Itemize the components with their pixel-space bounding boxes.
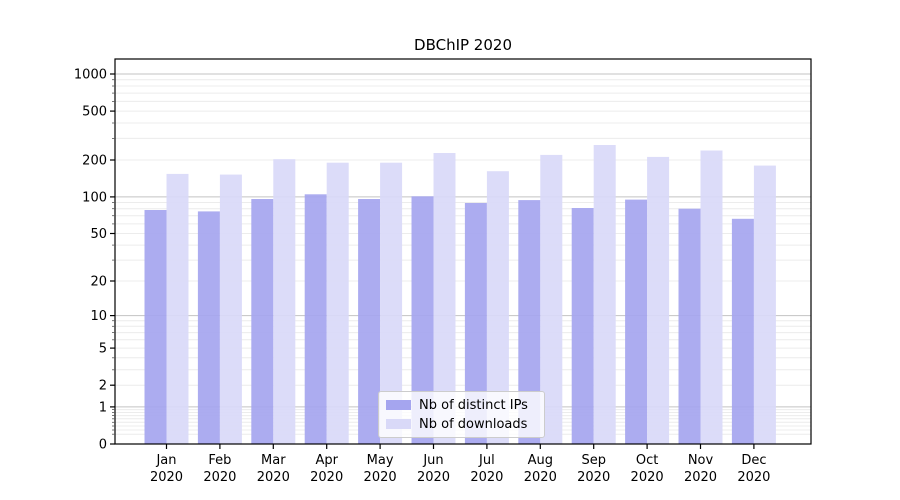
x-axis: Jan 2020 Feb 2020 Mar 2020 Apr 2020 May 2020 Jun 20…: [150, 444, 770, 485]
bar-downloads: [273, 159, 296, 444]
x-tick-label: Jun 2020: [417, 453, 450, 485]
bar-distinct-ips: [731, 218, 754, 444]
bar-downloads: [219, 174, 242, 444]
y-tick-label: 50: [90, 227, 107, 242]
y-tick-label: 500: [82, 105, 107, 120]
x-tick-label: Oct 2020: [631, 453, 664, 485]
bar-distinct-ips: [197, 211, 220, 444]
x-tick-label: Apr 2020: [310, 453, 343, 485]
bar-downloads: [753, 165, 776, 444]
bar-distinct-ips: [518, 200, 541, 444]
chart-title: DBChIP 2020: [414, 36, 512, 54]
legend-label-distinct-ips: Nb of distinct IPs: [419, 397, 528, 413]
bar-distinct-ips: [304, 194, 327, 444]
x-tick-label: Feb 2020: [203, 453, 236, 485]
legend-item-downloads: Nb of downloads: [379, 417, 544, 432]
y-tick-label: 0: [99, 438, 107, 453]
bar-distinct-ips: [144, 210, 167, 444]
bar-downloads: [700, 150, 723, 444]
y-tick-label: 2: [99, 379, 107, 394]
legend-item-distinct-ips: Nb of distinct IPs: [379, 398, 544, 413]
bar-distinct-ips: [251, 199, 274, 444]
x-tick-label: Jan 2020: [150, 453, 183, 485]
x-tick-label: Jul 2020: [470, 453, 503, 485]
bar-downloads: [166, 173, 189, 444]
y-tick-label: 5: [99, 342, 107, 357]
legend-swatch-distinct-ips: [386, 400, 411, 410]
bar-downloads: [433, 153, 456, 444]
bars: [144, 145, 776, 444]
bar-downloads: [647, 156, 670, 444]
x-tick-label: Dec 2020: [737, 453, 770, 485]
y-tick-label: 1: [99, 400, 107, 415]
y-axis: 0 1 2 5 10 20 50 100 200 500 1000: [74, 68, 115, 453]
x-tick-label: May 2020: [364, 453, 397, 485]
x-tick-label: Mar 2020: [257, 453, 290, 485]
bar-distinct-ips: [678, 208, 701, 444]
y-tick-label: 200: [82, 154, 107, 169]
x-tick-label: Nov 2020: [684, 453, 717, 485]
x-tick-label: Sep 2020: [577, 453, 610, 485]
bar-distinct-ips: [411, 196, 434, 444]
y-tick-label: 100: [82, 190, 107, 205]
bar-distinct-ips: [571, 208, 594, 444]
y-tick-label: 10: [90, 309, 107, 324]
legend-swatch-downloads: [386, 419, 411, 429]
bar-downloads: [593, 145, 616, 444]
bar-downloads: [380, 162, 403, 444]
bar-downloads: [486, 171, 509, 444]
bar-distinct-ips: [625, 199, 648, 444]
bar-downloads: [326, 162, 349, 444]
legend: Nb of distinct IPs Nb of downloads: [378, 391, 545, 438]
y-tick-label: 1000: [74, 68, 107, 83]
y-tick-label: 20: [90, 275, 107, 290]
bar-downloads: [540, 154, 563, 444]
legend-label-downloads: Nb of downloads: [419, 416, 528, 432]
plot-border: [114, 58, 812, 445]
bar-distinct-ips: [358, 199, 381, 444]
bar-distinct-ips: [464, 203, 487, 444]
x-tick-label: Aug 2020: [524, 453, 557, 485]
